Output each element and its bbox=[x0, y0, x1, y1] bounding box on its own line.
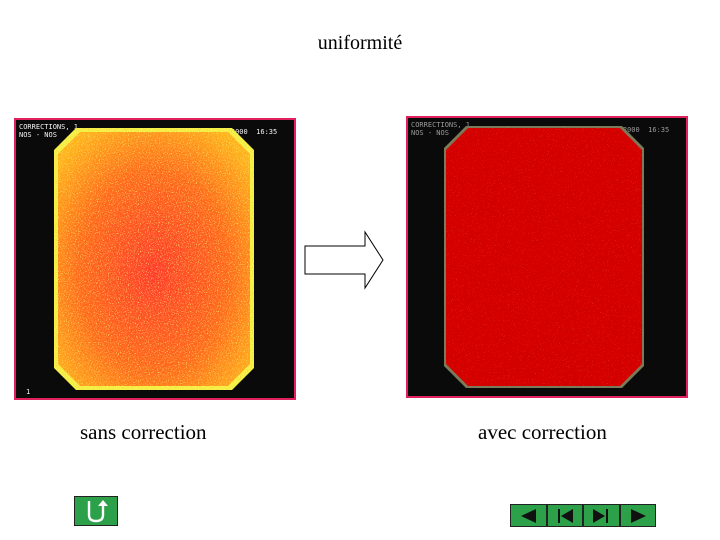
caption-avec-correction: avec correction bbox=[478, 420, 607, 444]
right-arrow-icon bbox=[304, 230, 384, 290]
return-button[interactable] bbox=[74, 496, 118, 526]
image-header-label: CORRECTIONS, 1 bbox=[19, 123, 79, 131]
corrected-image-panel: CORRECTIONS, 1 NOS - NOS Dec-2000 16:35 bbox=[406, 116, 688, 398]
first-slide-icon bbox=[521, 508, 537, 523]
previous-slide-icon bbox=[557, 508, 573, 523]
next-slide-icon bbox=[593, 508, 609, 523]
corrected-flood-image bbox=[444, 126, 644, 388]
image-header-subtitle: NOS - NOS bbox=[19, 131, 57, 139]
slide-title: uniformité bbox=[317, 32, 403, 54]
first-slide-button[interactable] bbox=[510, 504, 547, 527]
slide-navigation-bar bbox=[510, 504, 656, 527]
uncorrected-image-panel: CORRECTIONS, 1 NOS - NOS Dec-2000 16:35 … bbox=[14, 118, 296, 400]
last-slide-icon bbox=[630, 508, 646, 523]
uncorrected-flood-image bbox=[54, 128, 254, 390]
previous-slide-button[interactable] bbox=[546, 504, 583, 527]
caption-sans-correction: sans correction bbox=[80, 420, 207, 444]
next-slide-button[interactable] bbox=[583, 504, 620, 527]
return-icon bbox=[87, 500, 108, 523]
image-header-label: CORRECTIONS, 1 bbox=[411, 121, 471, 129]
last-slide-button[interactable] bbox=[619, 504, 656, 527]
image-corner-mark: 1 bbox=[26, 388, 31, 396]
image-header-subtitle: NOS - NOS bbox=[411, 129, 449, 137]
